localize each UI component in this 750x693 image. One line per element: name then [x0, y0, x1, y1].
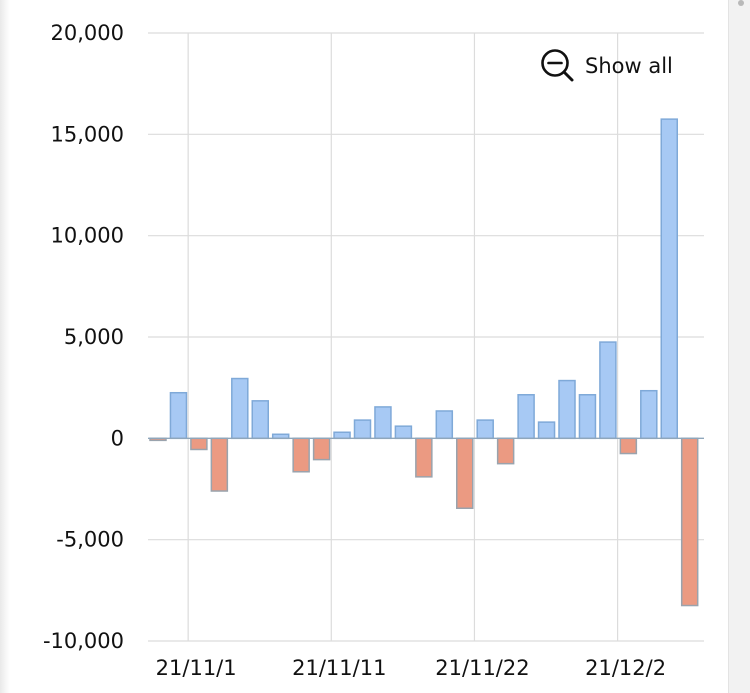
zoom-out-icon — [541, 49, 574, 82]
bar-positive[interactable] — [537, 421, 556, 440]
x-tick-label: 21/12/2 — [585, 656, 666, 680]
x-tick-label: 21/11/1 — [156, 656, 237, 680]
bar-negative[interactable] — [680, 437, 699, 607]
x-axis-ticks: 21/11/1 21/11/11 21/11/22 21/12/2 — [156, 656, 666, 680]
bar-positive[interactable] — [374, 406, 392, 440]
bar-positive[interactable] — [578, 394, 597, 440]
bar-negative[interactable] — [292, 437, 310, 473]
y-tick-label: 15,000 — [51, 122, 124, 146]
x-tick-label: 21/11/22 — [435, 656, 529, 680]
y-tick-label: 0 — [111, 426, 124, 450]
scrollbar-track[interactable] — [728, 0, 750, 693]
bar-negative[interactable] — [210, 437, 229, 492]
show-all-button[interactable]: Show all — [540, 48, 673, 84]
bar-negative[interactable] — [619, 437, 638, 455]
left-panel-edge — [0, 0, 10, 693]
bar-positive[interactable] — [558, 379, 576, 440]
bar-positive[interactable] — [394, 425, 413, 440]
scrollbar-thumb[interactable] — [738, 0, 744, 6]
y-tick-label: 20,000 — [51, 21, 124, 45]
bar-positive[interactable] — [231, 377, 249, 440]
bar-negative[interactable] — [190, 437, 208, 451]
bar-negative[interactable] — [456, 437, 474, 510]
horizontal-gridlines — [148, 32, 704, 642]
bar-positive[interactable] — [353, 419, 372, 440]
y-axis-ticks: 20,000 15,000 10,000 5,000 0 -5,000 -10,000 — [43, 21, 124, 653]
bar-positive[interactable] — [640, 389, 658, 440]
bar-negative[interactable] — [312, 437, 331, 461]
bar-chart: 20,000 15,000 10,000 5,000 0 -5,000 -10,000 21… — [43, 21, 704, 680]
vertical-gridlines — [187, 33, 619, 641]
bar-positive[interactable] — [251, 400, 269, 440]
bar-positive[interactable] — [435, 410, 454, 440]
y-tick-label: -10,000 — [43, 629, 124, 653]
bar-series — [149, 118, 699, 607]
bar-positive[interactable] — [333, 431, 351, 440]
bar-positive[interactable] — [169, 391, 188, 440]
bar-positive[interactable] — [476, 419, 494, 440]
bar-positive[interactable] — [660, 118, 678, 440]
y-tick-label: -5,000 — [56, 528, 124, 552]
bar-positive[interactable] — [517, 394, 535, 440]
bar-positive[interactable] — [599, 341, 617, 440]
show-all-label: Show all — [585, 54, 673, 78]
x-tick-label: 21/11/11 — [292, 656, 386, 680]
y-tick-label: 10,000 — [51, 224, 124, 248]
bar-negative[interactable] — [496, 437, 515, 465]
bar-negative[interactable] — [415, 437, 433, 478]
y-tick-label: 5,000 — [64, 325, 124, 349]
